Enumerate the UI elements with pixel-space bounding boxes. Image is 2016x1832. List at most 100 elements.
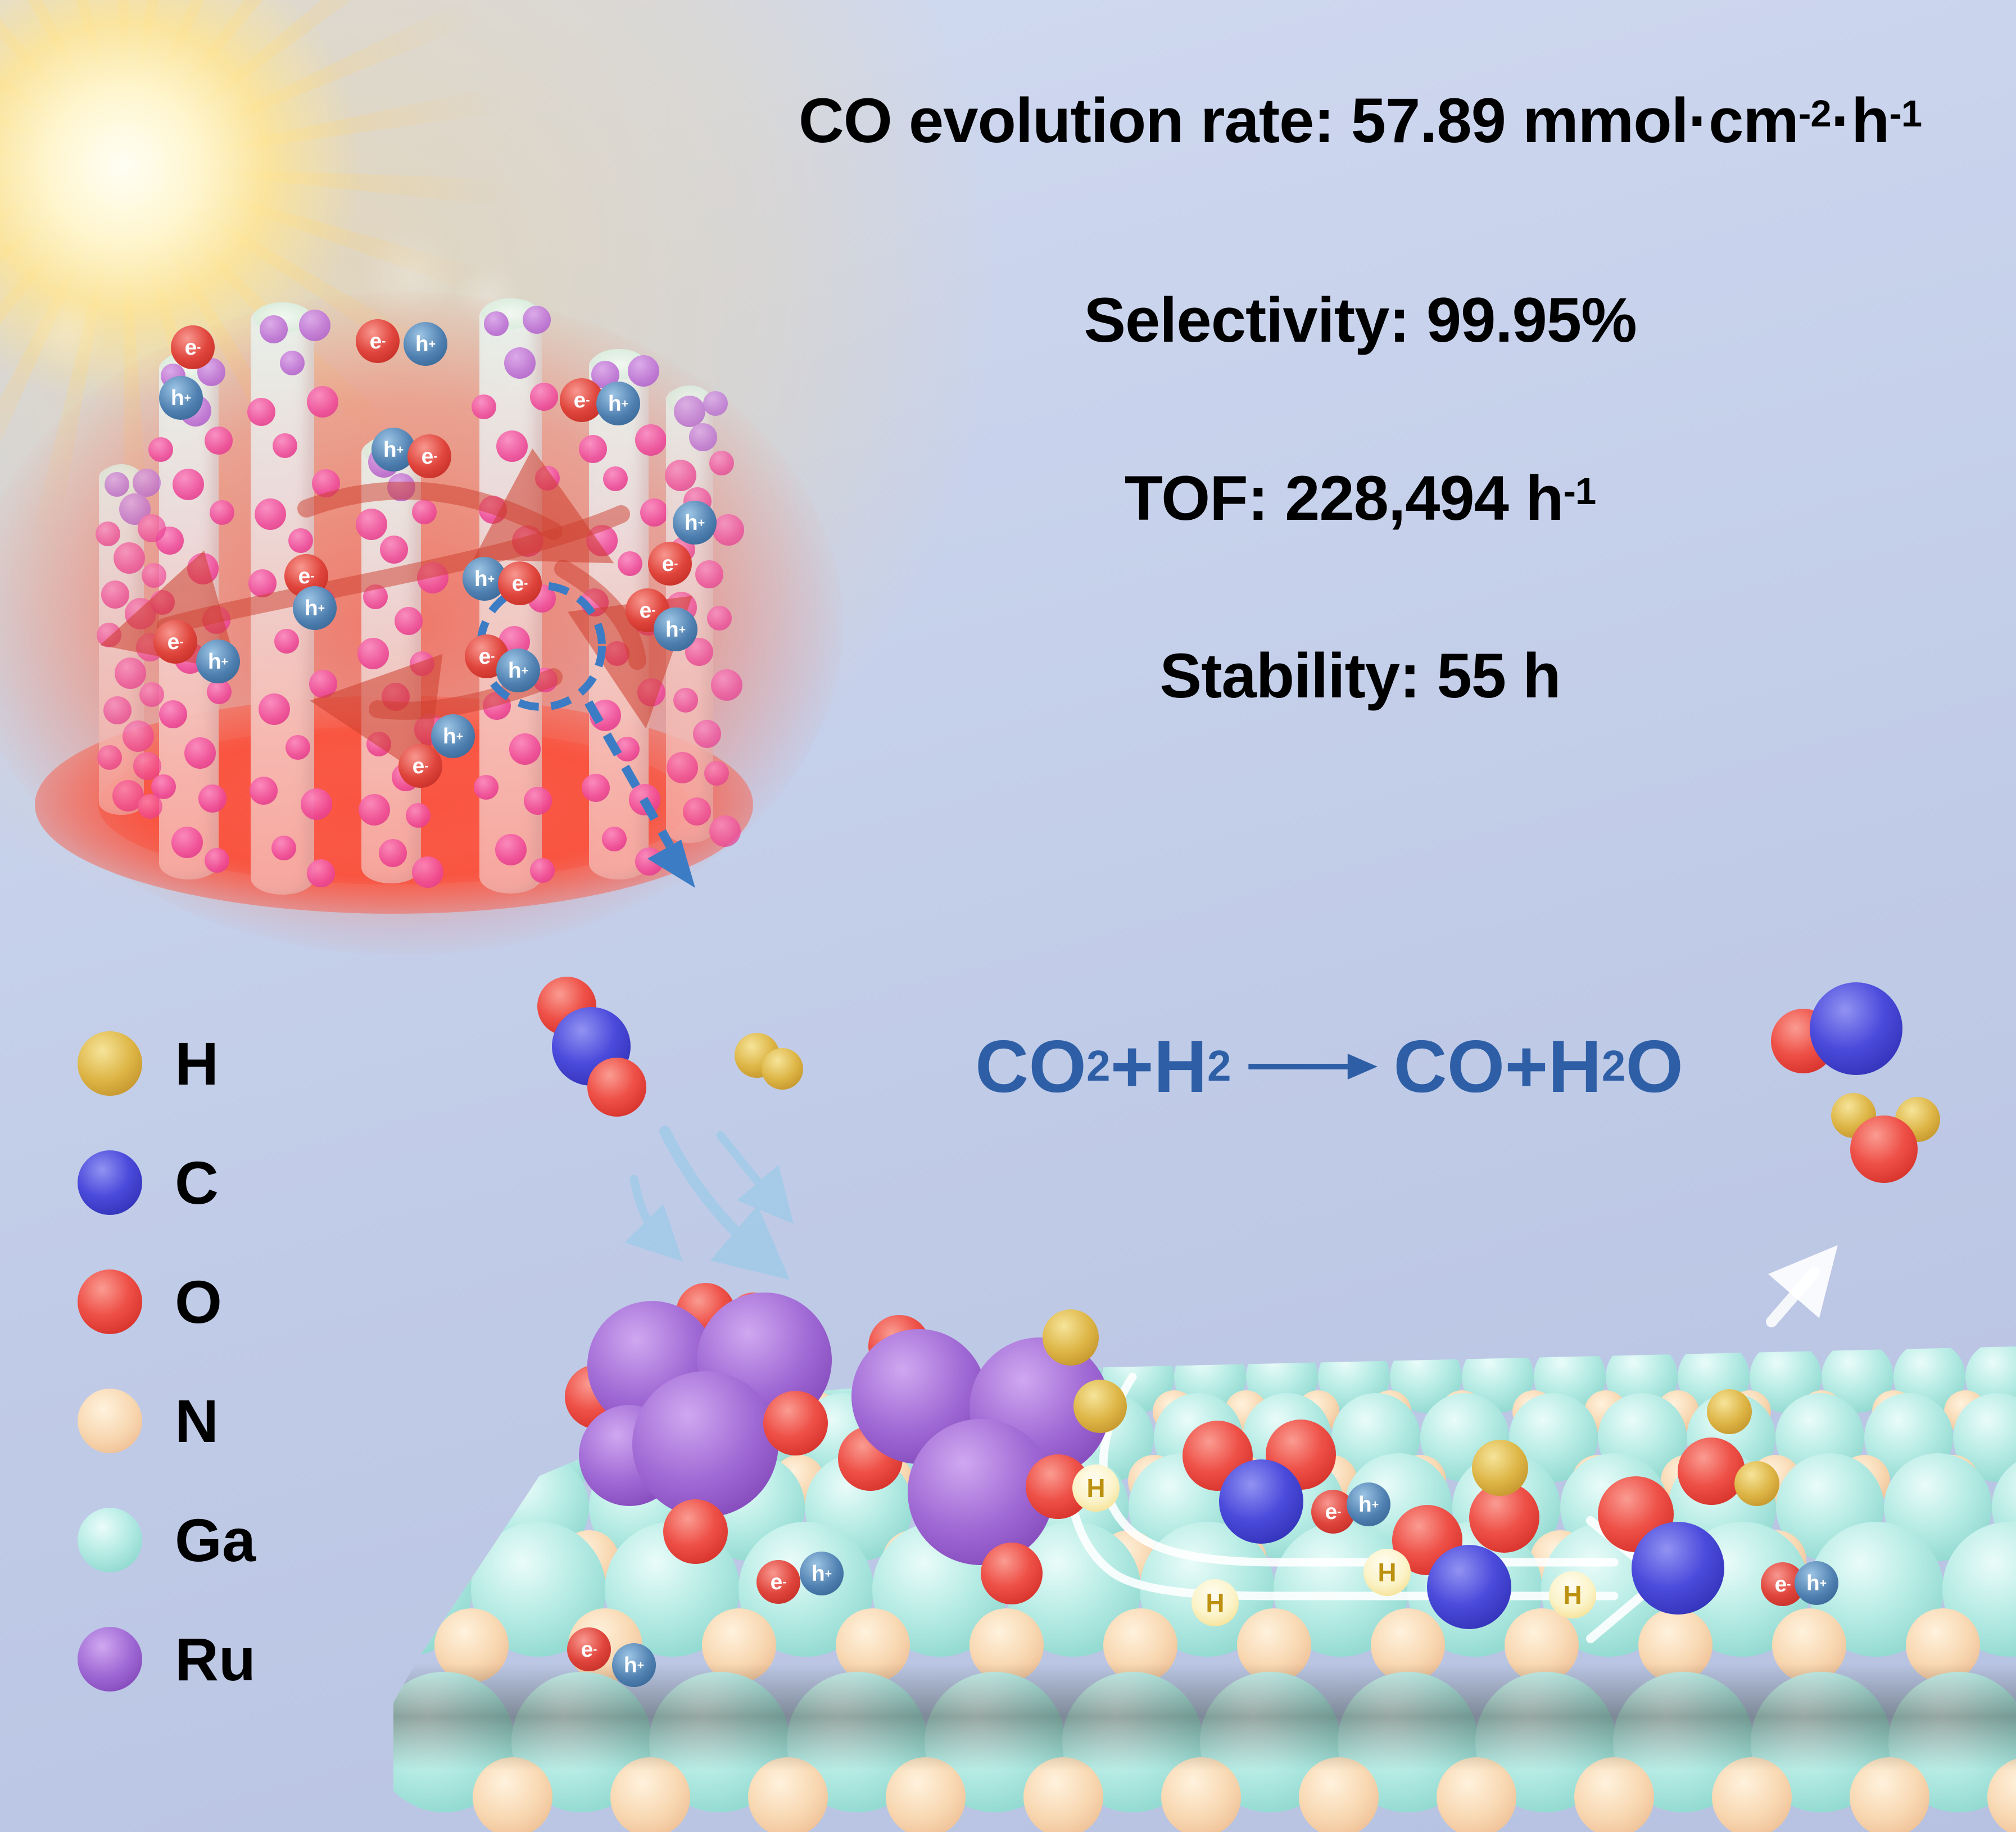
n-atom [473, 1757, 552, 1832]
legend-item-n: N [78, 1386, 219, 1456]
ru-dot [471, 394, 496, 420]
n-atom [702, 1608, 776, 1683]
electron-particle: e- [356, 319, 400, 363]
n-atom [748, 1757, 828, 1832]
n-atom [970, 1608, 1044, 1683]
hole-particle: h + [404, 322, 447, 366]
hole-particle: h + [159, 376, 203, 420]
ru-dot [171, 827, 203, 859]
ru-dot [247, 398, 275, 427]
reaction-equation: CO 2 + H 2 CO + H 2 O [975, 1025, 1683, 1108]
n-atom [886, 1757, 966, 1832]
ru-dot [509, 733, 541, 765]
hole-particle: h + [673, 501, 717, 545]
ru-dot [395, 606, 423, 635]
co-evolution-rate: CO evolution rate: 57.89 mmol·cm-2·h-1 [798, 85, 1922, 156]
legend-item-o: O [78, 1267, 222, 1337]
ru-dot [356, 509, 388, 541]
o-atom [663, 1499, 728, 1564]
ru-dot [704, 760, 730, 786]
ru-dot-top [703, 391, 728, 416]
ru-dot [412, 856, 444, 888]
hole-particle: h + [596, 382, 640, 425]
ru-dot [148, 437, 174, 462]
ru-atom [632, 1371, 778, 1517]
n-atom [1371, 1608, 1445, 1683]
c-atom [1219, 1459, 1303, 1544]
hole-particle: h + [496, 649, 540, 692]
h-spillover-badge: H [1072, 1464, 1120, 1512]
hole-particle: h + [196, 640, 240, 683]
ru-dot [664, 459, 696, 491]
ru-dot-top [689, 423, 718, 451]
ru-dot [635, 424, 667, 456]
n-atom [1437, 1757, 1516, 1832]
n-atom [1161, 1757, 1241, 1832]
h-spillover-badge: H [1192, 1579, 1239, 1626]
ru-dot [138, 793, 163, 819]
ru-dot [474, 774, 499, 800]
ru-dot [97, 745, 123, 770]
o-atom [587, 1057, 646, 1117]
ru-dot [205, 427, 233, 455]
ru-dot-top [280, 351, 305, 376]
ru-dot-top [132, 469, 161, 497]
ru-dot [581, 773, 610, 802]
ru-dot-top [674, 396, 706, 428]
ru-dot [412, 500, 437, 525]
n-atom [1850, 1757, 1929, 1832]
hole-particle: h + [293, 586, 337, 630]
n-atom [1023, 1757, 1103, 1832]
lens-flare [25, 289, 110, 374]
n-atom [836, 1608, 910, 1683]
ru-dot [198, 785, 227, 813]
ru-dot [250, 776, 278, 805]
n-atom [1505, 1608, 1579, 1683]
ru-atom-icon [78, 1627, 142, 1692]
c-atom [1631, 1521, 1724, 1615]
ru-dot [172, 469, 204, 501]
ru-dot [259, 693, 291, 725]
o-atom-icon [78, 1269, 142, 1334]
tof: TOF: 228,494 h-1 [1124, 463, 1596, 533]
electron-particle: e- [756, 1560, 800, 1604]
ru-dot [406, 803, 431, 828]
electron-particle: e- [398, 744, 442, 788]
ru-dot [133, 752, 162, 781]
ru-dot [379, 535, 408, 564]
hole-particle: h + [654, 607, 697, 651]
electron-particle: e- [171, 325, 215, 369]
ru-dot [530, 858, 555, 883]
ru-dot-top [260, 315, 288, 344]
n-atom [1237, 1608, 1311, 1683]
ru-dot-top [504, 347, 536, 379]
ru-dot [184, 737, 216, 769]
ru-dot [378, 838, 407, 867]
ru-dot [666, 751, 698, 783]
o-atom [981, 1543, 1043, 1604]
h-atom [1734, 1461, 1779, 1506]
ru-dot [209, 500, 234, 525]
ru-dot [272, 433, 297, 459]
h-spillover-badge: H [1363, 1549, 1411, 1596]
ru-dot [205, 847, 230, 873]
ru-dot [255, 498, 287, 530]
ru-dot [123, 720, 154, 752]
electron-particle: e- [153, 620, 197, 664]
o-atom [1678, 1438, 1745, 1505]
ru-dot [695, 560, 724, 588]
ru-dot [139, 682, 165, 707]
h-atom [1472, 1440, 1528, 1496]
ru-dot [103, 696, 132, 724]
legend-item-h: H [78, 1028, 219, 1099]
n-atom-icon [78, 1389, 142, 1453]
n-atom [1712, 1757, 1792, 1832]
ru-dot [682, 797, 711, 826]
ru-dot [306, 386, 338, 418]
o-atom [763, 1390, 828, 1455]
h-spillover-badge: H [1549, 1571, 1596, 1618]
ru-dot [207, 679, 232, 704]
n-atom [1299, 1757, 1379, 1832]
ru-dot [495, 834, 527, 866]
